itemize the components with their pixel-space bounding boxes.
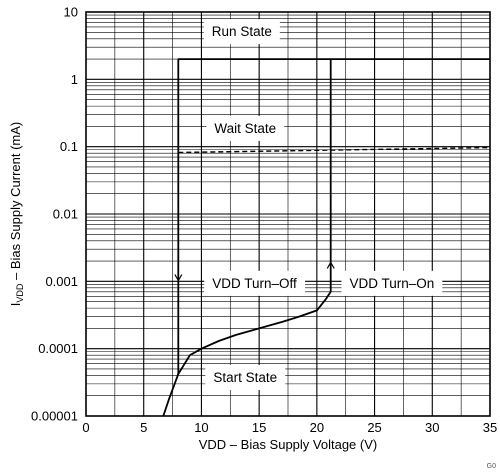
annotation: Run State <box>203 19 280 45</box>
arrow-down-icon <box>174 262 183 282</box>
annotation-label: VDD Turn–On <box>349 276 434 291</box>
arrow-head <box>326 261 335 269</box>
direction-arrows <box>174 261 335 282</box>
y-axis-title-main: I <box>8 303 23 307</box>
x-tick-label: 20 <box>310 420 324 435</box>
annotation-label: VDD Turn–Off <box>212 276 297 291</box>
annotation-background <box>204 270 306 296</box>
series-lines <box>162 58 491 417</box>
y-tick-label: 0.001 <box>45 274 78 289</box>
annotation-background <box>205 364 286 390</box>
y-axis-title-subscript: VDD <box>15 283 25 303</box>
x-tick-label: 30 <box>425 420 439 435</box>
arrow-head <box>174 274 183 282</box>
y-axis-title: IVDD – Bias Supply Current (mA) <box>8 122 25 306</box>
figure-id: G0 <box>487 463 496 470</box>
y-tick-label: 0.1 <box>60 139 78 154</box>
annotation-background <box>203 19 280 45</box>
y-tick-label: 0.00001 <box>31 409 78 424</box>
x-tick-label: 0 <box>82 420 89 435</box>
x-tick-label: 5 <box>140 420 147 435</box>
annotation: Wait State <box>206 115 285 141</box>
y-tick-label: 0.01 <box>53 207 78 222</box>
tick-labels: 0 5 10 15 20 25 30 35 0.00001 0.0001 0.001 0.01 0.1 1… <box>31 5 497 436</box>
annotations: Run State Wait State VDD Turn–Off VDD Turn–… <box>203 19 443 390</box>
y-tick-label: 0.0001 <box>38 341 78 356</box>
annotation-label: Run State <box>212 24 272 39</box>
annotation: VDD Turn–On <box>341 270 443 296</box>
grid-lines <box>86 12 490 417</box>
annotation-background <box>341 270 443 296</box>
annotation-label: Start State <box>213 370 277 385</box>
series-line-1 <box>162 58 490 417</box>
series-line-3 <box>178 146 491 154</box>
x-tick-label: 25 <box>367 420 381 435</box>
y-tick-label: 10 <box>64 5 78 20</box>
x-tick-label: 10 <box>194 420 208 435</box>
x-tick-label: 35 <box>483 420 497 435</box>
x-tick-label: 15 <box>252 420 266 435</box>
y-tick-label: 1 <box>71 72 78 87</box>
plot-frame <box>85 11 491 417</box>
annotation: VDD Turn–Off <box>204 270 306 296</box>
y-axis-title-rest: – Bias Supply Current (mA) <box>8 122 23 284</box>
annotation-label: Wait State <box>214 121 276 136</box>
x-axis-title: VDD – Bias Supply Voltage (V) <box>199 437 377 452</box>
annotation-background <box>206 115 285 141</box>
annotation: Start State <box>205 364 286 390</box>
arrow-up-icon <box>326 261 335 281</box>
